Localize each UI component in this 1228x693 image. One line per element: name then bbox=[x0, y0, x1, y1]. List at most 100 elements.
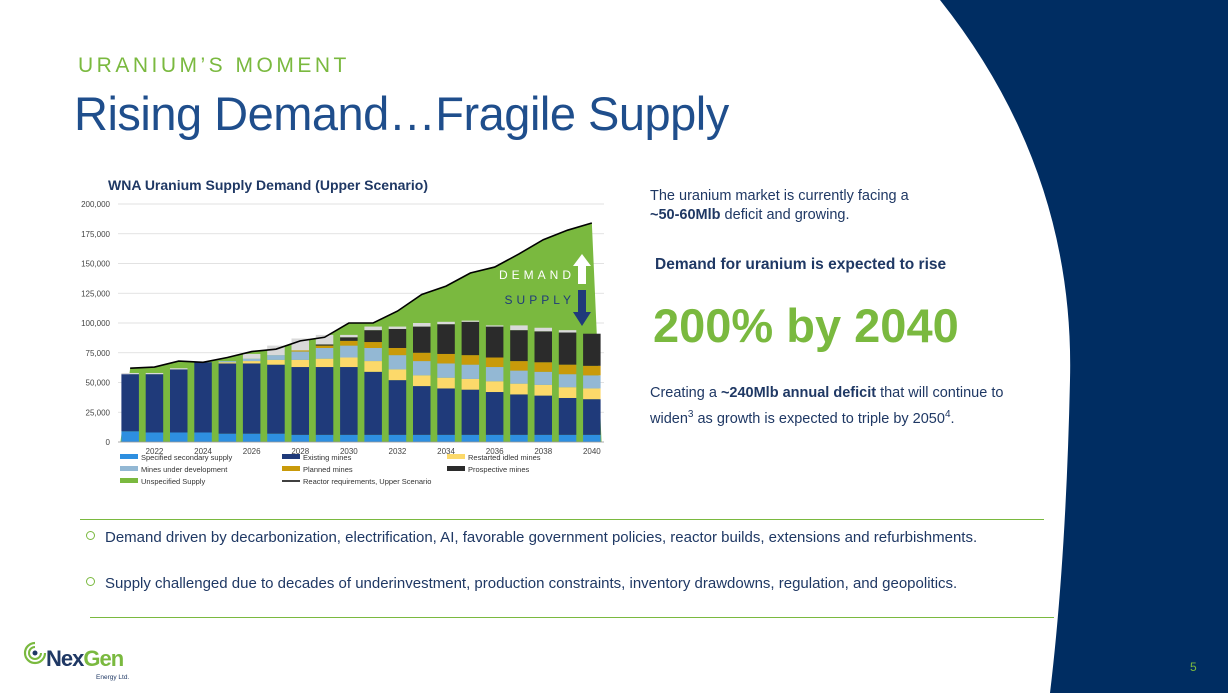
bar-segment bbox=[218, 363, 237, 434]
bar-segment bbox=[315, 347, 334, 359]
bar-segment bbox=[534, 331, 552, 363]
bar-segment bbox=[437, 324, 455, 354]
bar-segment bbox=[170, 368, 188, 370]
annual-deficit-pre: Creating a bbox=[650, 385, 721, 401]
bullet-circle-icon bbox=[86, 577, 95, 586]
legend-label: Prospective mines bbox=[468, 465, 530, 474]
bar-segment bbox=[364, 361, 382, 372]
bar-segment bbox=[267, 345, 285, 356]
bar-segment bbox=[242, 433, 261, 442]
bar-segment bbox=[461, 321, 480, 356]
legend-swatch bbox=[120, 478, 138, 483]
bar-segment bbox=[291, 434, 309, 442]
bar-segment bbox=[242, 361, 261, 364]
bar-segment bbox=[170, 369, 188, 433]
x-tick-label: 2036 bbox=[486, 447, 504, 456]
bar-segment bbox=[315, 345, 334, 348]
bar-segment bbox=[291, 350, 309, 352]
bar-segment bbox=[413, 326, 431, 353]
bar-segment bbox=[437, 388, 455, 435]
bar-segment bbox=[267, 433, 285, 442]
navy-arc-shape bbox=[940, 0, 1228, 693]
legend-label: Restarted idled mines bbox=[468, 453, 541, 462]
bar-segment bbox=[437, 363, 455, 378]
bar-segment bbox=[291, 367, 309, 435]
bar-segment bbox=[534, 384, 552, 396]
bar-segment bbox=[485, 325, 504, 327]
bar-segment bbox=[485, 434, 504, 442]
x-tick-label: 2032 bbox=[389, 447, 407, 456]
legend-swatch bbox=[120, 466, 138, 471]
bar-segment bbox=[461, 355, 480, 365]
x-tick-label: 2022 bbox=[146, 447, 164, 456]
chart-bars bbox=[121, 320, 601, 442]
bar-segment bbox=[340, 340, 358, 346]
bar-segment bbox=[218, 362, 237, 364]
bar-segment bbox=[485, 381, 504, 393]
x-tick-label: 2024 bbox=[194, 447, 212, 456]
x-tick-label: 2034 bbox=[437, 447, 455, 456]
bullet-supply-text: Supply challenged due to decades of unde… bbox=[105, 575, 958, 592]
bar-segment bbox=[121, 372, 139, 375]
y-tick-label: 175,000 bbox=[81, 230, 110, 239]
bar-segment bbox=[510, 434, 528, 442]
bar-segment bbox=[437, 353, 455, 364]
bar-segment bbox=[583, 388, 601, 400]
legend-label: Reactor requirements, Upper Scenario bbox=[303, 477, 431, 486]
bar-segment bbox=[340, 434, 358, 442]
bar-segment bbox=[267, 359, 285, 365]
bar-segment bbox=[413, 375, 431, 387]
bar-segment bbox=[340, 357, 358, 368]
annual-deficit-mid: that will continue to widen bbox=[650, 385, 1004, 427]
annual-deficit-bold: ~240Mlb annual deficit bbox=[720, 385, 877, 401]
bar-segment bbox=[388, 347, 407, 356]
y-tick-label: 150,000 bbox=[81, 260, 110, 269]
bar-segment bbox=[121, 431, 139, 442]
demand-fill bbox=[120, 223, 602, 442]
slide-title: Rising Demand…Fragile Supply bbox=[74, 87, 729, 140]
bar-segment bbox=[218, 433, 237, 442]
y-tick-label: 200,000 bbox=[81, 200, 110, 209]
annual-deficit-note: Creating a ~240Mlb annual deficit that w… bbox=[650, 382, 1010, 430]
bullet-supply: Supply challenged due to decades of unde… bbox=[86, 575, 957, 592]
y-tick-label: 125,000 bbox=[81, 289, 110, 298]
chart-annotations: DEMAND SUPPLY bbox=[499, 254, 591, 326]
x-tick-label: 2028 bbox=[291, 447, 309, 456]
chart-legend: Specified secondary supply Existing mines… bbox=[120, 453, 541, 486]
legend-label: Unspecified Supply bbox=[141, 477, 205, 486]
bar-segment bbox=[388, 328, 407, 348]
supply-demand-chart: WNA Uranium Supply Demand (Upper Scenari… bbox=[81, 177, 604, 486]
page-number: 5 bbox=[1190, 660, 1197, 674]
legend-swatch bbox=[120, 454, 138, 459]
bar-segment bbox=[583, 434, 601, 442]
bar-segment bbox=[170, 432, 188, 442]
logo-part1: Nex bbox=[46, 646, 84, 671]
bar-segment bbox=[437, 321, 455, 325]
demand-area bbox=[120, 223, 602, 442]
bar-segment bbox=[583, 375, 601, 389]
bar-segment bbox=[413, 352, 431, 362]
annual-deficit-end: . bbox=[950, 410, 955, 427]
annual-deficit-mid2: as growth is expected to triple by 2050 bbox=[693, 410, 945, 427]
bar-segment bbox=[315, 334, 334, 345]
bar-segment bbox=[413, 361, 431, 376]
bar-segment bbox=[364, 326, 382, 331]
y-tick-label: 100,000 bbox=[81, 319, 110, 328]
logo-swirl-icon bbox=[23, 641, 47, 665]
supply-label: SUPPLY bbox=[505, 293, 575, 307]
bar-segment bbox=[242, 363, 261, 434]
bar-segment bbox=[583, 399, 601, 435]
bar-segment bbox=[388, 355, 407, 370]
legend-swatch bbox=[447, 454, 465, 459]
bar-segment bbox=[388, 434, 407, 442]
logo-subtitle: Energy Ltd. bbox=[96, 674, 130, 681]
bar-segment bbox=[315, 434, 334, 442]
bar-segment bbox=[364, 371, 382, 435]
x-axis-ticks: 2022 2024 2026 2028 2030 2032 2034 2036 2038 2040 bbox=[118, 441, 604, 456]
bar-segment bbox=[388, 380, 407, 435]
bar-segment bbox=[194, 362, 212, 433]
bar-segment bbox=[461, 320, 480, 322]
bar-segment bbox=[510, 394, 528, 435]
bar-segment bbox=[558, 364, 577, 375]
